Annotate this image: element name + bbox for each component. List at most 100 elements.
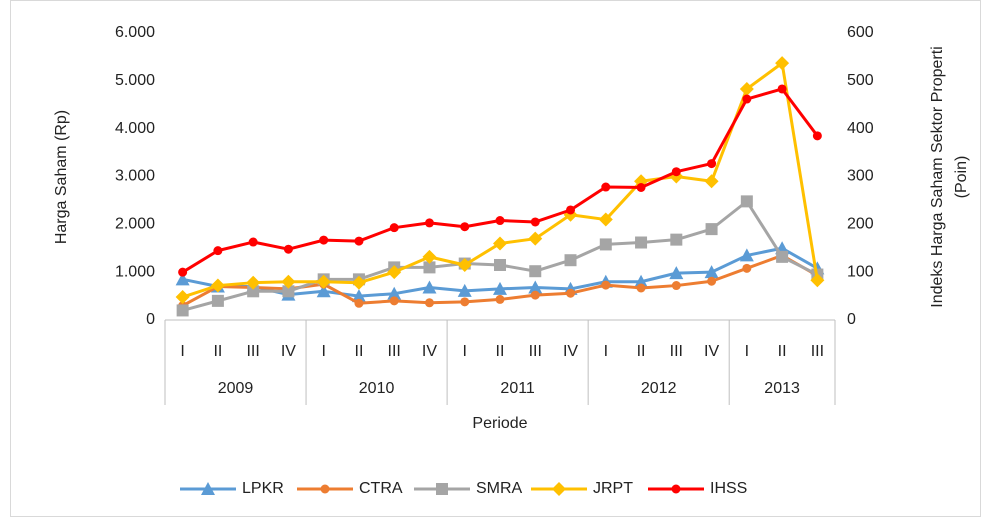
x-tick-label: IV	[422, 343, 437, 360]
marker	[599, 238, 612, 251]
marker	[248, 237, 258, 247]
x-group-label: 2011	[500, 380, 535, 397]
x-tick-label: II	[213, 343, 222, 360]
marker	[776, 250, 789, 263]
x-group-label: 2013	[764, 380, 800, 397]
x-tick-label: I	[463, 343, 467, 360]
marker	[457, 283, 472, 297]
x-tick-label: II	[637, 343, 646, 360]
marker	[704, 265, 719, 279]
marker	[283, 244, 293, 254]
legend-marker	[436, 483, 448, 495]
x-tick-label: II	[496, 343, 505, 360]
marker	[566, 205, 576, 215]
y2-tick-label: 400	[847, 120, 874, 137]
marker	[319, 235, 329, 245]
marker	[530, 290, 540, 300]
x-tick-label: III	[529, 343, 542, 360]
marker	[495, 294, 505, 304]
marker	[564, 254, 577, 267]
x-tick-label: I	[745, 343, 749, 360]
x-group-label: 2010	[359, 380, 395, 397]
marker	[354, 298, 364, 308]
marker	[704, 174, 719, 189]
marker	[460, 297, 470, 307]
y2-axis-label: (Poin)	[953, 156, 970, 199]
x-tick-label: II	[778, 343, 787, 360]
marker	[176, 304, 189, 317]
marker	[671, 167, 681, 177]
marker	[247, 285, 260, 298]
y-tick-label: 4.000	[115, 120, 155, 137]
x-tick-label: I	[321, 343, 325, 360]
marker	[707, 159, 717, 169]
legend-label: JRPT	[593, 480, 633, 497]
legend-marker	[320, 484, 330, 494]
marker	[351, 289, 366, 303]
x-tick-label: III	[670, 343, 683, 360]
marker	[387, 286, 402, 300]
marker	[389, 223, 399, 233]
x-tick-label: III	[388, 343, 401, 360]
marker	[598, 212, 613, 227]
marker	[495, 216, 505, 226]
marker	[670, 233, 683, 246]
marker	[634, 274, 649, 288]
x-tick-label: I	[604, 343, 608, 360]
marker	[389, 296, 399, 306]
marker	[812, 131, 822, 141]
marker	[211, 294, 224, 307]
x-group-label: 2012	[641, 380, 677, 397]
marker	[213, 246, 223, 256]
x-tick-label: IV	[704, 343, 719, 360]
marker	[636, 283, 646, 293]
marker	[810, 273, 825, 288]
marker	[635, 236, 648, 249]
y2-tick-label: 0	[847, 311, 856, 328]
x-tick-label: III	[246, 343, 259, 360]
marker	[387, 265, 402, 280]
marker	[707, 276, 717, 286]
legend-marker	[552, 482, 566, 496]
y2-tick-label: 300	[847, 168, 874, 185]
marker	[424, 298, 434, 308]
marker	[316, 284, 331, 298]
marker	[530, 217, 540, 227]
marker	[777, 84, 787, 94]
y-tick-label: 0	[146, 311, 155, 328]
marker	[566, 288, 576, 298]
marker	[740, 195, 753, 208]
marker	[282, 285, 295, 298]
marker	[669, 266, 684, 280]
y-tick-label: 6.000	[115, 24, 155, 41]
legend-marker	[201, 482, 215, 495]
y2-tick-label: 100	[847, 263, 874, 280]
y2-tick-label: 200	[847, 216, 874, 233]
marker	[460, 222, 470, 232]
y2-tick-label: 500	[847, 72, 874, 89]
marker	[739, 81, 754, 96]
marker	[246, 275, 261, 290]
marker	[493, 236, 507, 251]
marker	[529, 265, 542, 278]
marker	[528, 280, 543, 294]
marker	[422, 280, 437, 294]
marker	[601, 182, 611, 192]
marker	[175, 290, 190, 305]
y-tick-label: 2.000	[115, 216, 155, 233]
marker	[493, 281, 507, 295]
marker	[351, 275, 366, 290]
x-tick-label: II	[355, 343, 364, 360]
marker	[636, 183, 646, 193]
marker	[354, 236, 364, 246]
chart-border	[10, 0, 981, 517]
marker	[178, 267, 188, 277]
x-group-label: 2009	[218, 380, 254, 397]
y-axis-label: Harga Saham (Rp)	[53, 110, 70, 244]
x-tick-label: I	[180, 343, 184, 360]
x-tick-label: IV	[281, 343, 296, 360]
marker	[210, 278, 225, 293]
marker	[742, 94, 752, 104]
